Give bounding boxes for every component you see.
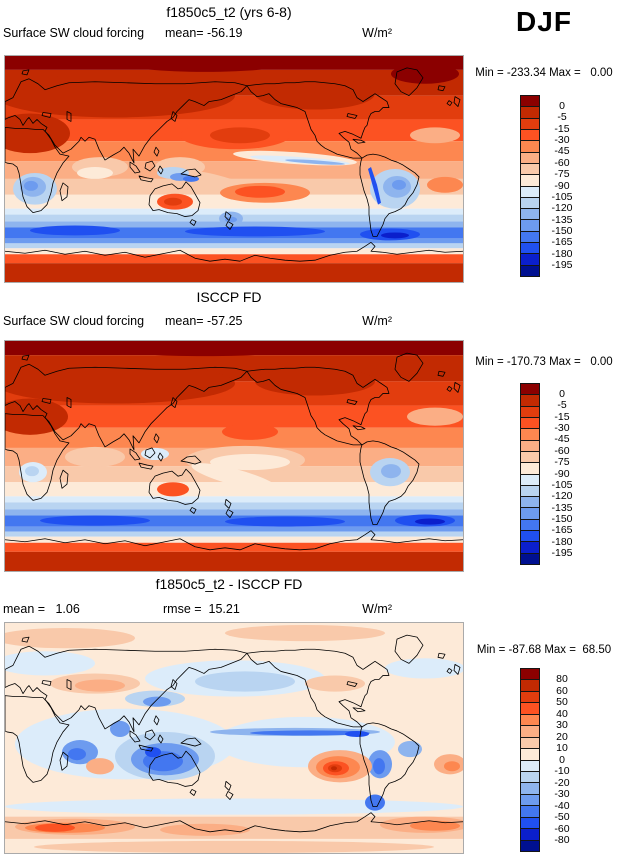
panel2-colorbar: 0 -5 -15 -30 -45 -60 -75 -90 -105 -120 -135 -150 -16… (520, 383, 598, 565)
panel1-units-label: W/m² (362, 26, 392, 40)
colorbar-tick-label: 0 (559, 753, 565, 766)
colorbar-tick-label: -30 (554, 422, 570, 434)
colorbar-tick-label: -15 (554, 410, 570, 423)
colorbar-tick-label: -60 (554, 822, 570, 835)
panel2-title: ISCCP FD (196, 289, 262, 305)
colorbar-tick-label: 0 (559, 387, 565, 400)
colorbar-tick-label: -120 (551, 202, 573, 215)
colorbar-tick-label: -30 (554, 134, 570, 146)
colorbar-tick-label: 80 (556, 673, 568, 685)
colorbar-tick-label: -180 (551, 535, 573, 548)
colorbar-tick-label: -75 (554, 456, 570, 469)
panel3-minmax: Min = -87.68 Max = 68.50 (476, 644, 612, 656)
panel3-colorbar: 80 60 50 40 30 20 10 0 -10 -20 -30 -40 -50 -60 -80 (520, 668, 598, 852)
colorbar-tick-label: -105 (551, 478, 573, 491)
difference-map (4, 622, 464, 854)
colorbar-tick-label: -180 (551, 247, 573, 260)
panel3-title: f1850c5_t2 - ISCCP FD (155, 576, 303, 592)
model-map-canvas (5, 56, 463, 282)
colorbar-swatches (520, 668, 540, 852)
colorbar-tick-label: -5 (557, 111, 567, 124)
observation-map (4, 340, 464, 572)
colorbar-tick-label: 60 (556, 684, 568, 697)
observation-field (5, 341, 463, 571)
panel2-units-label: W/m² (362, 314, 392, 328)
colorbar-segment (520, 839, 540, 852)
colorbar-tick-label: -5 (557, 399, 567, 412)
colorbar-tick-label: -20 (554, 776, 570, 789)
colorbar-tick-label: -40 (554, 799, 570, 812)
colorbar-tick-label: 40 (556, 707, 568, 720)
colorbar-segment (520, 552, 540, 565)
colorbar-tick-label: -75 (554, 168, 570, 181)
panel2-variable-label: Surface SW cloud forcing (3, 314, 145, 328)
panel1-variable-label: Surface SW cloud forcing (3, 26, 145, 40)
colorbar-tick-label: -150 (551, 513, 573, 525)
colorbar-tick-label: 10 (556, 742, 568, 754)
panel1-title: f1850c5_t2 (yrs 6-8) (166, 4, 292, 20)
colorbar-tick-label: -60 (554, 156, 570, 169)
colorbar-tick-label: 50 (556, 696, 568, 708)
difference-field (5, 623, 463, 853)
panel1-mean-value: mean= -56.19 (165, 26, 243, 40)
colorbar-tick-label: -195 (551, 547, 573, 560)
model-field (5, 56, 463, 282)
colorbar-tick-label: -120 (551, 490, 573, 503)
panel3-rmse-value: rmse = 15.21 (163, 602, 240, 616)
colorbar-tick-label: -90 (554, 179, 570, 192)
colorbar-swatches (520, 383, 540, 565)
colorbar-tick-label: -105 (551, 190, 573, 203)
observation-map-canvas (5, 341, 463, 571)
panel2-minmax: Min = -170.73 Max = 0.00 (475, 356, 613, 368)
colorbar-tick-label: -80 (554, 834, 570, 846)
colorbar-tick-label: -150 (551, 225, 573, 237)
colorbar-tick-label: -50 (554, 811, 570, 823)
colorbar-tick-label: -45 (554, 145, 570, 158)
panel3-mean-value: mean = 1.06 (3, 602, 80, 616)
colorbar-tick-label: -15 (554, 122, 570, 135)
colorbar-tick-label: -165 (551, 236, 573, 249)
panel3-units-label: W/m² (362, 602, 392, 616)
colorbar-tick-label: -90 (554, 467, 570, 480)
colorbar-tick-label: -195 (551, 259, 573, 272)
panel1-minmax: Min = -233.34 Max = 0.00 (475, 67, 613, 79)
panel2-mean-value: mean= -57.25 (165, 314, 243, 328)
difference-map-canvas (5, 623, 463, 853)
colorbar-segment (520, 264, 540, 277)
panel1-colorbar: 0 -5 -15 -30 -45 -60 -75 -90 -105 -120 -135 -150 -16… (520, 95, 598, 277)
colorbar-tick-label: -165 (551, 524, 573, 537)
model-map (4, 55, 464, 283)
season-label: DJF (516, 6, 572, 37)
colorbar-tick-label: -30 (554, 788, 570, 800)
colorbar-swatches (520, 95, 540, 277)
colorbar-tick-label: 20 (556, 730, 568, 743)
colorbar-tick-label: 30 (556, 719, 568, 731)
colorbar-tick-label: -135 (551, 501, 573, 514)
colorbar-tick-label: -60 (554, 444, 570, 457)
colorbar-tick-label: 0 (559, 99, 565, 112)
colorbar-tick-label: -10 (554, 765, 570, 777)
colorbar-tick-label: -45 (554, 433, 570, 446)
colorbar-tick-label: -135 (551, 213, 573, 226)
